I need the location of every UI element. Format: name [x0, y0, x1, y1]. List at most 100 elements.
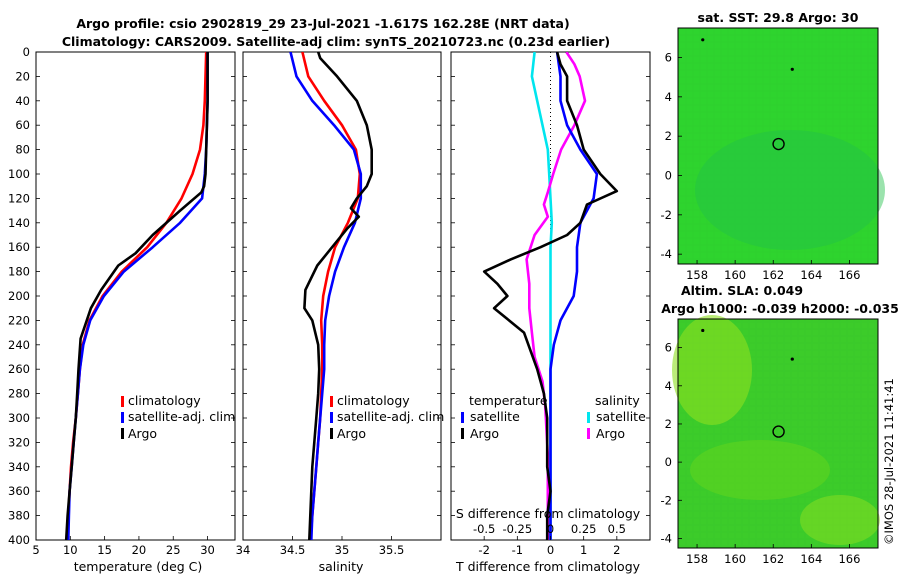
salinity-tick-label: 34 [236, 543, 251, 557]
depth-tick-label: 100 [8, 167, 30, 181]
island-marker [790, 357, 794, 361]
legend-argo: Argo [128, 426, 157, 441]
salinity-legend: climatology satellite-adj. clim Argo [330, 393, 444, 441]
depth-tick-label: 200 [8, 289, 30, 303]
map-lon-tick-label: 164 [800, 268, 822, 282]
map-lat-tick-label: -2 [661, 493, 672, 507]
map-lon-tick-label: 162 [762, 552, 784, 566]
temperature-legend: climatology satellite-adj. clim Argo [121, 393, 235, 441]
legend-t-argo: Argo [470, 426, 499, 441]
legend-satellite-adj: satellite-adj. clim [337, 409, 444, 424]
legend-swatch-s-satellite [587, 412, 590, 423]
temperature-tick-label: 15 [97, 543, 112, 557]
sla-map-title: Altim. SLA: 0.049 [681, 283, 803, 298]
map-lat-tick-label: -2 [661, 208, 672, 222]
depth-axis: 0 20 40 60 80 100 120 140 160 180 200 220 240 260 280 3… [8, 45, 650, 547]
map-lat-tick-label: -4 [661, 247, 672, 261]
depth-tick-label: 240 [8, 338, 30, 352]
depth-tick-label: 320 [8, 435, 30, 449]
t-difference-tick-label: -1 [512, 543, 523, 557]
legend-climatology: climatology [128, 393, 201, 408]
s-difference-tick-label: 0.25 [571, 522, 597, 536]
salinity-axis-label: salinity [319, 559, 364, 574]
depth-tick-label: 380 [8, 509, 30, 523]
map-lon-tick-label: 166 [838, 552, 860, 566]
legend-s-satellite: satellite [596, 409, 646, 424]
map-lat-tick-label: 4 [665, 90, 672, 104]
sst-map [677, 27, 885, 265]
title-line-1: Argo profile: csio 2902819_29 23-Jul-202… [76, 16, 569, 32]
argo-position-marker [772, 137, 785, 151]
island-marker [701, 328, 705, 333]
legend-climatology: climatology [337, 393, 410, 408]
legend-header-salinity: salinity [595, 393, 640, 408]
temperature-panel [35, 51, 236, 541]
legend-satellite-adj: satellite-adj. clim [128, 409, 235, 424]
series-line-temperature-argo [482, 52, 619, 540]
title-line-2: Climatology: CARS2009. Satellite-adj cli… [62, 34, 610, 50]
map-lat-tick-label: -4 [661, 531, 672, 545]
depth-tick-label: 20 [15, 69, 30, 83]
map-lat-tick-label: 2 [665, 417, 672, 431]
temperature-tick-label: 20 [132, 543, 147, 557]
series-line-satellite-adj-clim [289, 52, 363, 540]
depth-tick-label: 220 [8, 313, 30, 327]
depth-tick-label: 340 [8, 460, 30, 474]
map-lat-tick-label: 4 [665, 379, 672, 393]
legend-header-temperature: temperature [469, 393, 548, 408]
salinity-tick-label: 35 [335, 543, 350, 557]
map-lon-tick-label: 158 [686, 552, 708, 566]
legend-swatch-climatology [121, 396, 124, 407]
temperature-tick-label: 30 [200, 543, 215, 557]
temperature-tick-label: 10 [63, 543, 78, 557]
legend-swatch-satellite [121, 412, 124, 423]
depth-tick-label: 40 [15, 94, 30, 108]
s-difference-tick-label: 0 [547, 522, 554, 536]
depth-tick-label: 120 [8, 191, 30, 205]
legend-swatch-climatology [330, 396, 333, 407]
t-difference-tick-label: -2 [478, 543, 489, 557]
legend-argo: Argo [337, 426, 366, 441]
series-line-climatology [66, 52, 208, 540]
map-lat-tick-label: 2 [665, 129, 672, 143]
series-line-satellite-adj-clim [67, 52, 209, 540]
difference-legend: temperature salinity satellite Argo sate… [461, 393, 646, 441]
legend-t-satellite: satellite [470, 409, 520, 424]
depth-tick-label: 180 [8, 265, 30, 279]
t-difference-tick-label: 1 [580, 543, 587, 557]
salinity-tick-label: 34.5 [280, 543, 306, 557]
depth-tick-label: 300 [8, 411, 30, 425]
legend-swatch-s-argo [587, 428, 590, 439]
imos-timestamp: ©IMOS 28-Jul-2021 11:41:41 [882, 378, 896, 545]
depth-tick-label: 80 [15, 143, 30, 157]
map-lon-tick-label: 166 [838, 268, 860, 282]
salinity-tick-label: 35.5 [379, 543, 405, 557]
depth-tick-label: 60 [15, 118, 30, 132]
legend-swatch-argo [330, 428, 333, 439]
island-marker [701, 38, 705, 42]
depth-tick-label: 360 [8, 484, 30, 498]
legend-swatch-t-satellite [461, 412, 464, 423]
t-difference-tick-label: 0 [547, 543, 554, 557]
map-lon-tick-label: 164 [800, 552, 822, 566]
depth-tick-label: 400 [8, 533, 30, 547]
legend-s-argo: Argo [596, 426, 625, 441]
map-lat-tick-label: 0 [665, 169, 672, 183]
series-line-temperature-satellite [549, 52, 599, 540]
t-difference-axis-label: T difference from climatology [455, 559, 641, 574]
temperature-axis-label: temperature (deg C) [74, 559, 203, 574]
map-lon-tick-label: 162 [762, 268, 784, 282]
series-line-argo [64, 52, 209, 540]
t-difference-tick-label: 2 [613, 543, 620, 557]
s-difference-tick-label: 0.5 [608, 522, 626, 536]
map-lat-tick-label: 6 [665, 341, 672, 355]
depth-tick-label: 160 [8, 240, 30, 254]
temperature-tick-label: 25 [166, 543, 181, 557]
depth-tick-label: 280 [8, 387, 30, 401]
s-difference-tick-label: -0.5 [473, 522, 495, 536]
map-lon-tick-label: 160 [724, 268, 746, 282]
series-line-argo [303, 52, 374, 540]
sst-map-title: sat. SST: 29.8 Argo: 30 [698, 10, 859, 25]
map-lon-tick-label: 160 [724, 552, 746, 566]
